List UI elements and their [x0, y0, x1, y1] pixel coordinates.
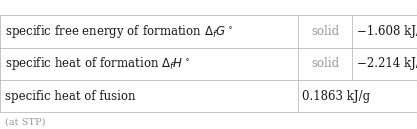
Text: specific heat of formation $\Delta_f H^\circ$: specific heat of formation $\Delta_f H^\… — [5, 55, 190, 72]
Text: −2.214 kJ/g: −2.214 kJ/g — [357, 57, 417, 70]
Text: solid: solid — [311, 57, 339, 70]
Text: specific free energy of formation $\Delta_f G^\circ$: specific free energy of formation $\Delt… — [5, 23, 233, 40]
Text: solid: solid — [311, 25, 339, 38]
Text: specific heat of fusion: specific heat of fusion — [5, 90, 136, 103]
Text: 0.1863 kJ/g: 0.1863 kJ/g — [302, 90, 370, 103]
Text: (at STP): (at STP) — [5, 117, 45, 126]
Text: −1.608 kJ/g: −1.608 kJ/g — [357, 25, 417, 38]
